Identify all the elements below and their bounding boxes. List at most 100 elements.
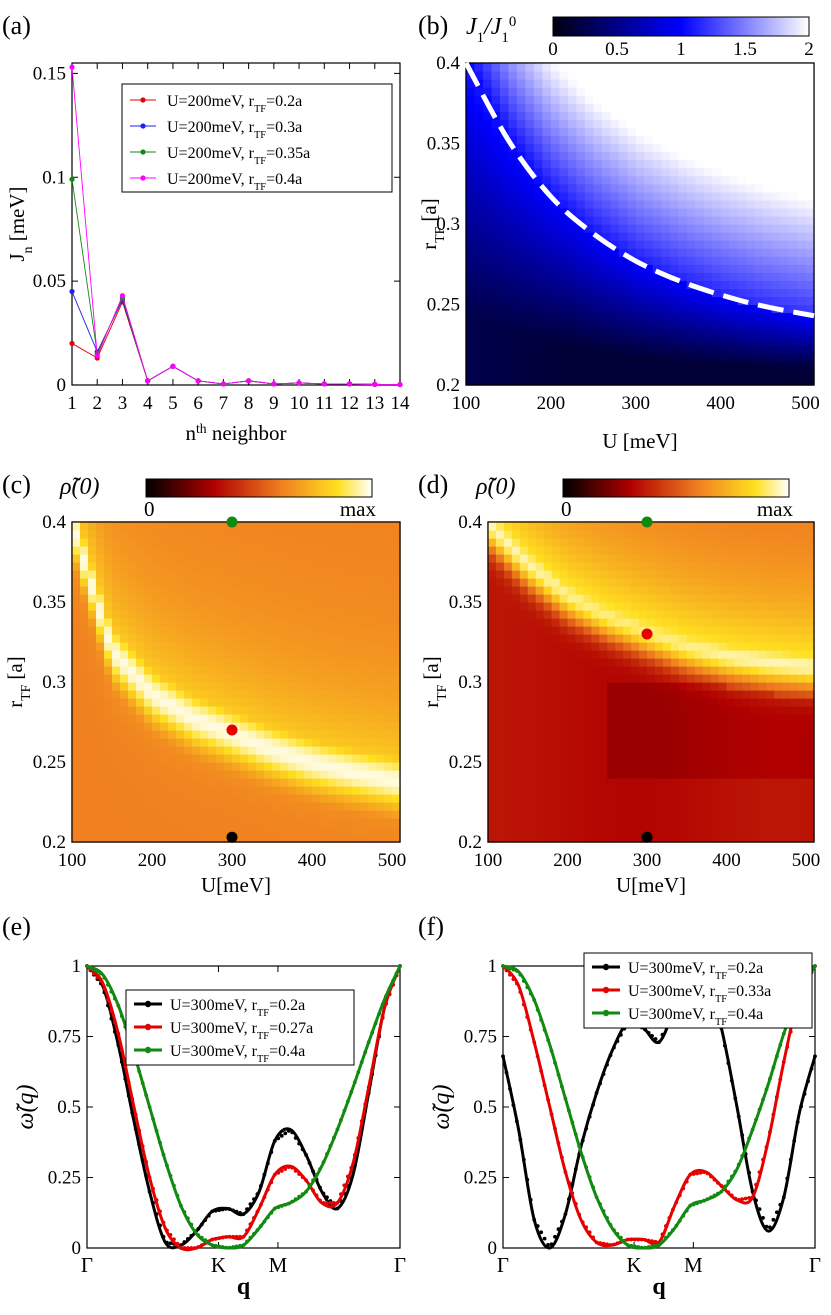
heatmap-cell <box>635 175 645 185</box>
heatmap-cell <box>72 554 81 563</box>
heatmap-cell <box>742 762 751 771</box>
heatmap-cell <box>466 183 476 193</box>
heatmap-cell <box>639 746 648 755</box>
heatmap-cell <box>584 320 594 330</box>
heatmap-cell <box>710 538 720 547</box>
heatmap-cell <box>758 738 767 747</box>
heatmap-cell <box>797 119 807 128</box>
heatmap-cell <box>304 682 313 691</box>
heatmap-cell <box>264 666 273 675</box>
heatmap-cell <box>352 578 361 587</box>
heatmap-cell <box>495 706 505 715</box>
heatmap-cell <box>519 786 529 795</box>
heatmap-cell <box>710 658 720 667</box>
heatmap-cell <box>248 634 257 643</box>
heatmap-cell <box>703 336 713 346</box>
heatmap-cell <box>474 103 484 112</box>
heatmap-cell <box>599 586 608 595</box>
heatmap-cell <box>669 248 679 257</box>
heatmap-cell <box>618 256 628 265</box>
heatmap-cell <box>593 376 603 386</box>
heatmap-cell <box>542 296 552 306</box>
heatmap-cell <box>567 159 577 169</box>
heatmap-cell <box>392 618 401 627</box>
heatmap-cell <box>296 770 305 779</box>
heatmap-cell <box>96 610 105 619</box>
heatmap-cell <box>80 602 89 611</box>
heatmap-cell <box>737 71 747 80</box>
heatmap-cell <box>654 738 664 747</box>
heatmap-cell <box>758 634 767 643</box>
heatmap-cell <box>702 650 712 659</box>
heatmap-cell <box>256 522 265 531</box>
heatmap-cell <box>384 602 393 611</box>
heatmap-cell <box>575 826 585 835</box>
heatmap-cell <box>583 738 592 747</box>
heatmap-cell <box>80 826 89 835</box>
heatmap-cell <box>128 554 137 563</box>
heatmap-cell <box>482 240 493 249</box>
heatmap-cell <box>192 538 201 547</box>
heatmap-cell <box>610 328 620 338</box>
heatmap-cell <box>599 754 608 763</box>
heatmap-cell <box>248 546 257 555</box>
heatmap-cell <box>499 71 510 80</box>
heatmap-cell <box>712 215 722 225</box>
heatmap-cell <box>272 570 281 579</box>
heatmap-cell <box>583 682 592 691</box>
heatmap-cell <box>280 626 289 635</box>
heatmap-cell <box>304 706 313 715</box>
heatmap-cell <box>240 714 249 723</box>
x-axis-label: nth​ neighbor <box>185 421 286 446</box>
heatmap-cell <box>80 538 89 547</box>
heatmap-cell <box>240 658 249 667</box>
heatmap-cell <box>694 530 704 539</box>
heatmap-cell <box>644 360 654 370</box>
heatmap-cell <box>669 256 679 265</box>
heatmap-cell <box>488 610 497 619</box>
heatmap-cell <box>686 191 696 201</box>
heatmap-cell <box>567 738 577 747</box>
heatmap-cell <box>737 240 747 249</box>
heatmap-cell <box>567 352 577 362</box>
heatmap-cell <box>320 570 329 579</box>
heatmap-cell <box>384 810 393 819</box>
heatmap-cell <box>702 818 712 827</box>
heatmap-cell <box>488 802 497 811</box>
heatmap-cell <box>702 738 712 747</box>
heatmap-cell <box>623 522 632 531</box>
heatmap-cell <box>576 111 586 120</box>
heatmap-cell <box>168 586 177 595</box>
heatmap-cell <box>703 79 713 88</box>
heatmap-cell <box>627 103 637 112</box>
y-tick-label: 0.25 <box>427 295 460 316</box>
heatmap-cell <box>737 191 747 201</box>
heatmap-cell <box>599 562 608 571</box>
heatmap-cell <box>533 296 543 306</box>
heatmap-cell <box>488 754 497 763</box>
heatmap-cell <box>466 135 476 145</box>
heatmap-cell <box>160 794 169 803</box>
heatmap-cell <box>466 272 476 281</box>
heatmap-cell <box>647 738 656 747</box>
heatmap-cell <box>567 530 577 539</box>
heatmap-cell <box>647 522 656 531</box>
heatmap-cell <box>80 794 89 803</box>
heatmap-cell <box>551 722 561 731</box>
heatmap-cell <box>508 368 518 378</box>
heatmap-cell <box>360 738 369 747</box>
heatmap-cell <box>336 730 345 739</box>
heatmap-cell <box>482 183 493 193</box>
heatmap-cell <box>670 794 680 803</box>
heatmap-cell <box>758 714 767 723</box>
heatmap-cell <box>160 722 169 731</box>
heatmap-cell <box>774 754 783 763</box>
heatmap-cell <box>669 103 679 112</box>
heatmap-cell <box>644 175 654 185</box>
heatmap-cell <box>550 79 560 88</box>
heatmap-cell <box>304 754 313 763</box>
heatmap-cell <box>720 159 730 169</box>
heatmap-cell <box>734 666 744 675</box>
heatmap-cell <box>152 746 161 755</box>
heatmap-cell <box>376 794 385 803</box>
